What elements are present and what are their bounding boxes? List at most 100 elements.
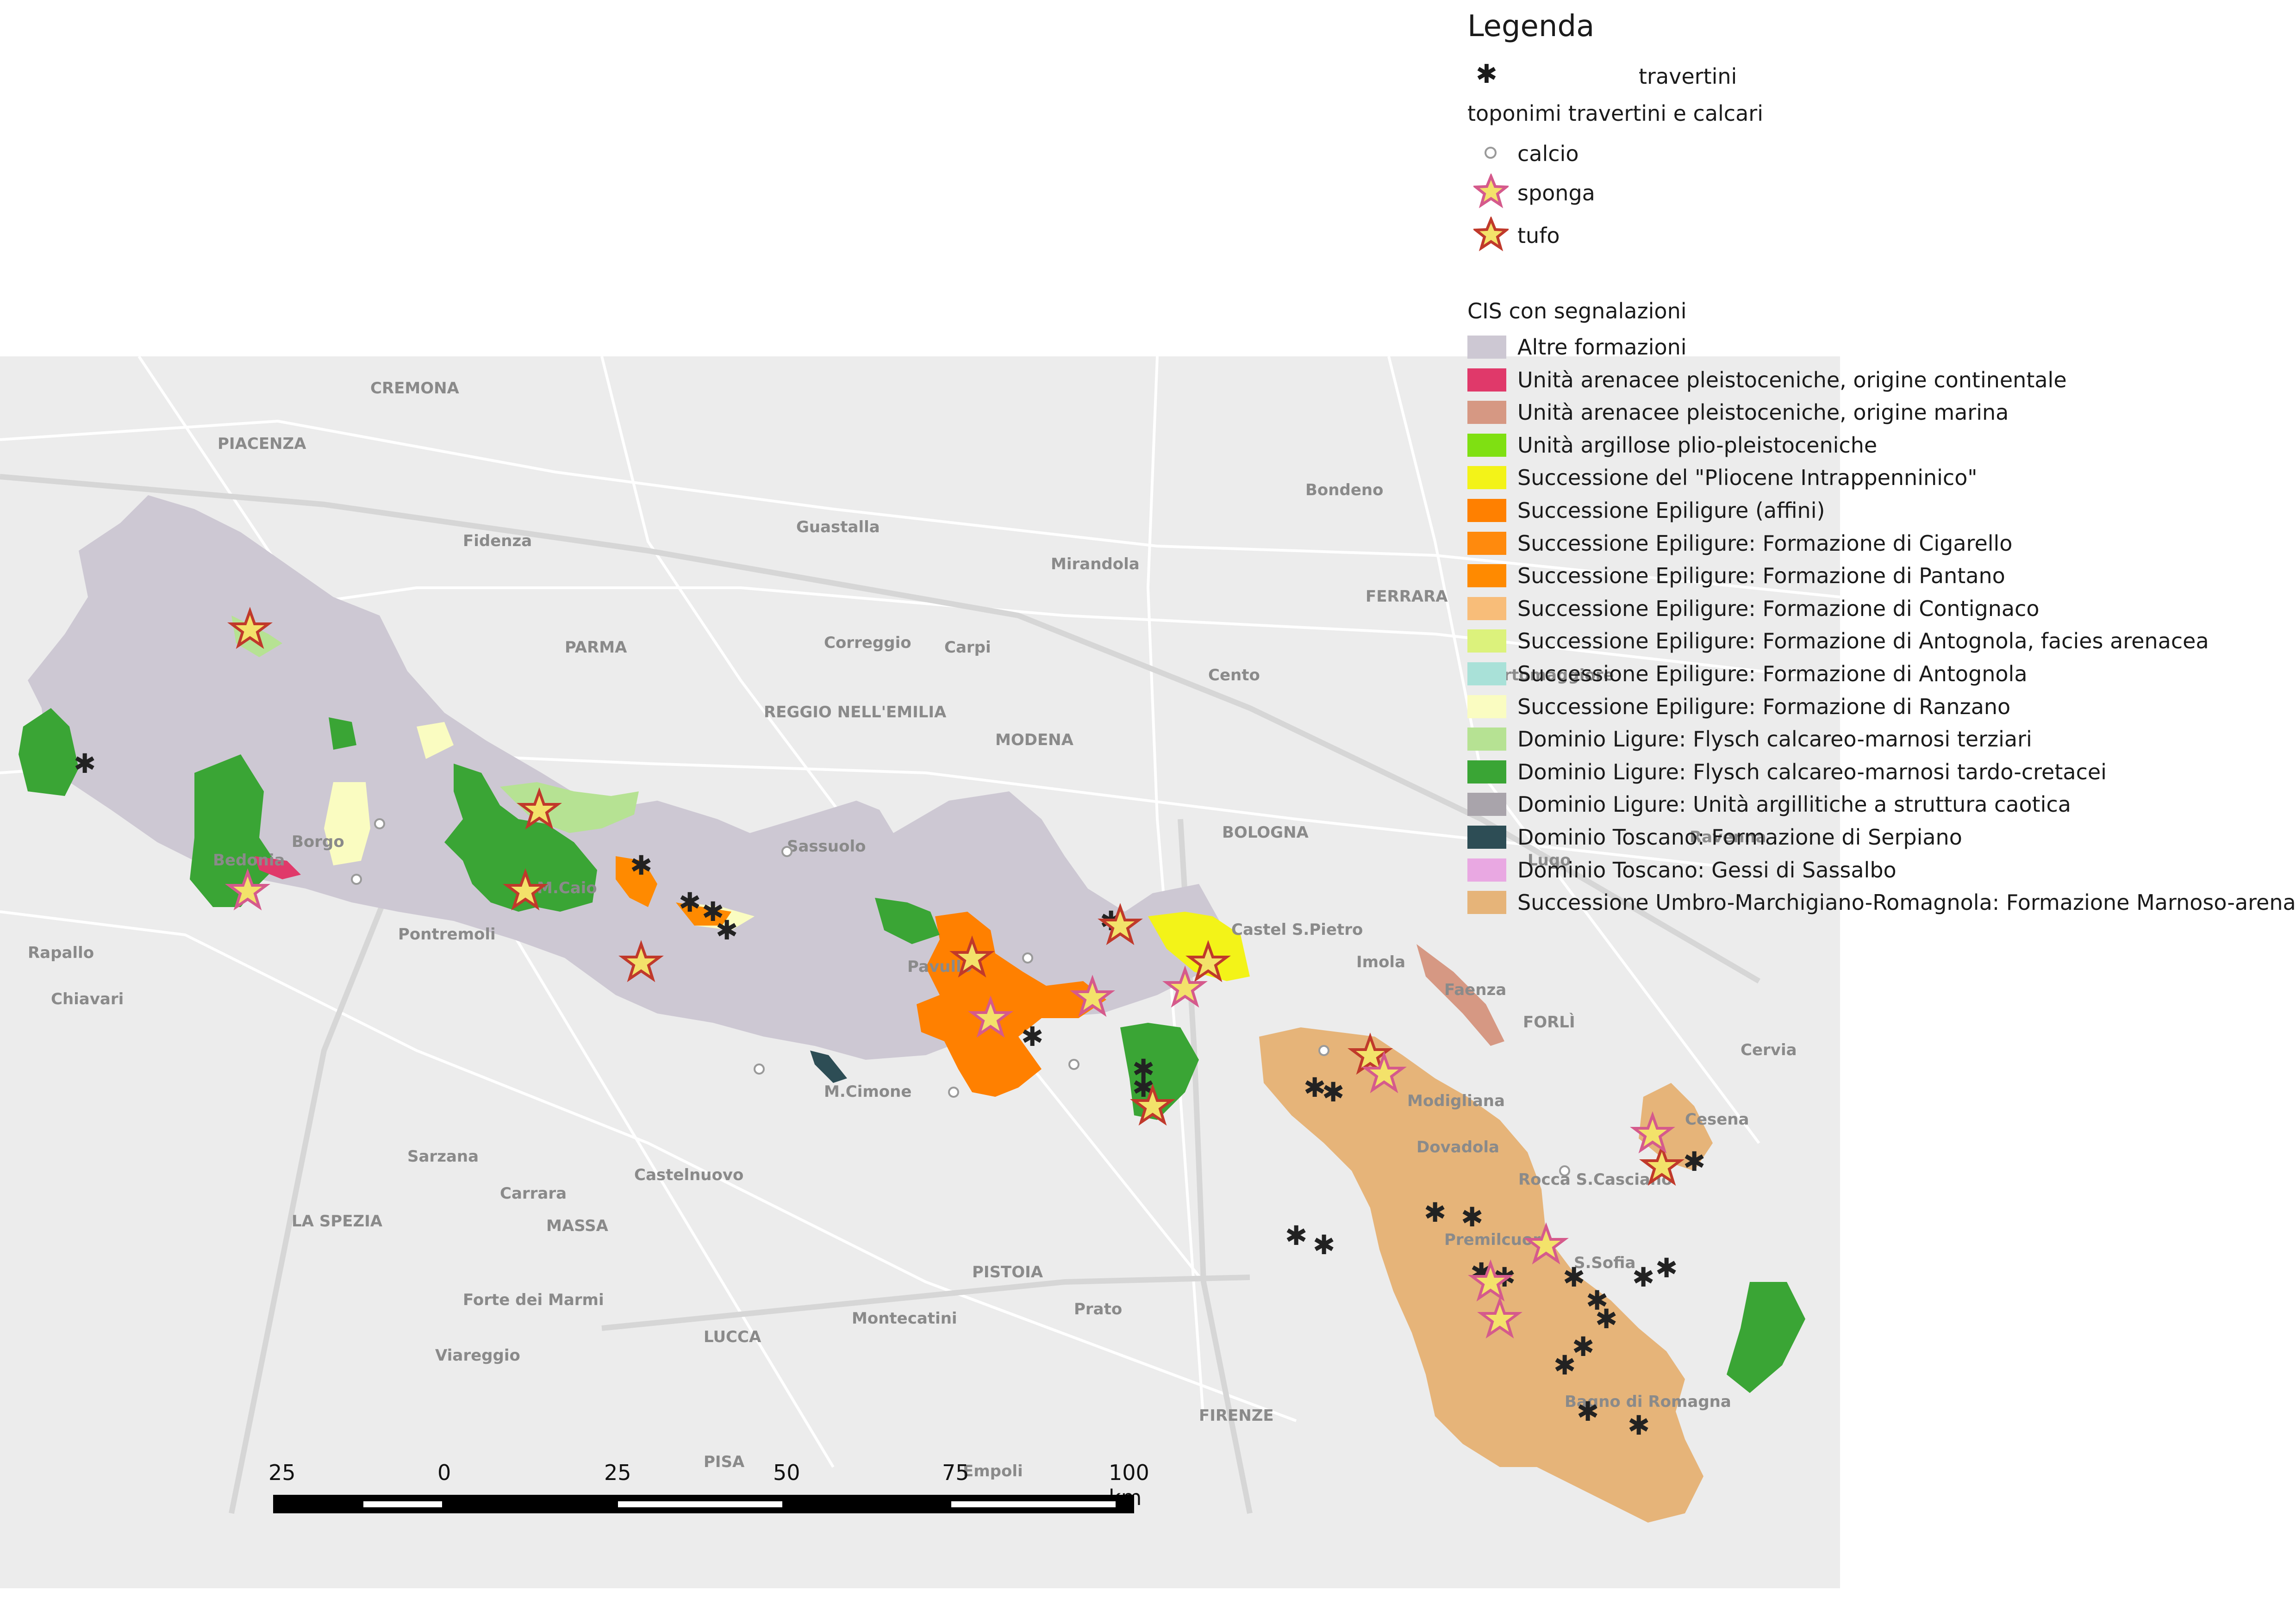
cis-heading: CIS con segnalazioni (1467, 298, 1687, 323)
map-label: M.Caio (537, 879, 597, 897)
legend-swatch (1467, 336, 1506, 359)
map-label: Sassuolo (787, 837, 866, 856)
map-label: FERRARA (1366, 587, 1448, 606)
tufo-marker (517, 787, 562, 830)
scale-label: 25 (604, 1460, 631, 1485)
tufo-label: tufo (1517, 223, 1560, 248)
legend-item-label: Dominio Ligure: Unità argillitiche a str… (1517, 792, 2071, 817)
sponga-marker (1468, 1259, 1513, 1302)
legend-item-label: Unità arenacee pleistoceniche, origine c… (1517, 367, 2067, 392)
travertino-marker: ✱ (1563, 1262, 1585, 1293)
calcio-label: calcio (1517, 141, 1579, 166)
legend-item-label: Successione Epiligure: Formazione di Ant… (1517, 661, 2028, 686)
scale-label: 75 (942, 1460, 969, 1485)
legend-swatch (1467, 597, 1506, 620)
calcio-marker (1318, 1045, 1329, 1056)
map-label: MODENA (995, 731, 1074, 749)
legend-item-label: Altre formazioni (1517, 335, 1687, 360)
map-label: Bondeno (1305, 481, 1383, 499)
legend-swatch (1467, 499, 1506, 522)
travertino-marker: ✱ (1554, 1349, 1576, 1381)
scale-bar: 25 0 25 50 75 100 km (268, 1460, 1149, 1530)
map-label: Castel S.Pietro (1231, 920, 1363, 939)
sponga-marker (1630, 1111, 1675, 1154)
map-label: Castelnuovo (634, 1166, 743, 1184)
map-label: M.Cimone (824, 1082, 911, 1101)
map-label: Borgo (292, 833, 344, 851)
calcio-marker (351, 874, 362, 885)
map-label: FIRENZE (1199, 1406, 1274, 1425)
map-label: Sarzana (407, 1147, 479, 1166)
travertino-marker: ✱ (1683, 1146, 1706, 1177)
map-label: Empoli (963, 1462, 1023, 1480)
tufo-marker (949, 935, 995, 978)
map-label: Cento (1208, 666, 1260, 684)
map-label: Fidenza (463, 532, 532, 550)
map-label: Guastalla (796, 518, 880, 536)
legend-swatch (1467, 629, 1506, 653)
legend-item-label: Dominio Toscano: Gessi di Sassalbo (1517, 858, 1897, 883)
map-label: CREMONA (370, 379, 460, 398)
sponga-marker (1477, 1296, 1522, 1339)
legend-swatch (1467, 728, 1506, 751)
travertino-marker: ✱ (1655, 1252, 1678, 1284)
map-label: PISA (704, 1453, 745, 1471)
toponimi-heading: toponimi travertini e calcari (1467, 101, 1763, 126)
red-star-icon (1473, 217, 1509, 252)
tufo-marker (503, 868, 548, 911)
travertino-marker: ✱ (74, 748, 96, 779)
legend-item-label: Successione del "Pliocene Intrappenninic… (1517, 465, 1978, 490)
calcio-marker (781, 846, 792, 857)
scale-label: 50 (773, 1460, 800, 1485)
legend-swatch (1467, 760, 1506, 784)
tufo-marker (618, 940, 664, 983)
map-label: PISTOIA (972, 1263, 1043, 1281)
travertino-marker: ✱ (1628, 1410, 1650, 1441)
map-label: S.Sofia (1574, 1254, 1635, 1272)
legend-item-label: Unità argillose plio-pleistoceniche (1517, 433, 1878, 458)
map-label: Bedonia (213, 851, 285, 870)
travertino-marker: ✱ (1586, 1285, 1609, 1316)
geological-map[interactable]: CREMONA PIACENZA Fidenza PARMA REGGIO NE… (0, 356, 1840, 1588)
legend-swatch (1467, 793, 1506, 816)
map-label: Lugo (1528, 851, 1571, 870)
legend-swatch (1467, 466, 1506, 489)
map-label: REGGIO NELL'EMILIA (764, 703, 947, 721)
tufo-marker (1098, 903, 1143, 945)
calcio-marker (1559, 1165, 1570, 1176)
tufo-markers (227, 607, 1685, 1186)
legend-item-label: Dominio Ligure: Flysch calcareo-marnosi … (1517, 759, 2107, 784)
scale-label: 25 (268, 1460, 296, 1485)
map-label: Cesena (1685, 1110, 1749, 1129)
tufo-marker (1639, 1144, 1685, 1186)
map-legend: Legenda ✱ travertini toponimi travertini… (1467, 9, 2296, 935)
legend-item-label: Successione Epiligure: Formazione di Con… (1517, 596, 2040, 621)
legend-swatch (1467, 695, 1506, 718)
calcio-marker (754, 1063, 765, 1075)
travertino-marker: ✱ (679, 887, 701, 918)
legend-swatch (1467, 564, 1506, 587)
main-highways (0, 474, 1761, 1514)
travertino-marker: ✱ (1021, 1021, 1044, 1052)
sponga-marker (1070, 975, 1115, 1017)
travertino-marker: ✱ (1322, 1076, 1345, 1108)
calcio-marker (1068, 1059, 1079, 1070)
map-label: Cervia (1741, 1041, 1797, 1059)
hollow-circle-icon (1485, 147, 1497, 159)
pink-star-icon (1473, 174, 1509, 209)
legend-swatch (1467, 434, 1506, 457)
tufo-marker (1348, 1032, 1393, 1075)
sponga-marker (1523, 1222, 1569, 1265)
travertino-marker: ✱ (1132, 1053, 1155, 1085)
travertino-marker: ✱ (1461, 1201, 1484, 1233)
legend-swatch (1467, 401, 1506, 424)
asterisk-icon: ✱ (1476, 59, 1497, 89)
legend-swatch (1467, 858, 1506, 882)
map-label: Carpi (944, 638, 991, 657)
sponga-marker (968, 995, 1013, 1038)
map-label: MASSA (546, 1217, 609, 1235)
legend-swatch (1467, 826, 1506, 849)
map-label: Dovadola (1416, 1138, 1499, 1157)
tufo-marker (1130, 1083, 1175, 1126)
map-place-labels: CREMONA PIACENZA Fidenza PARMA REGGIO NE… (28, 379, 1797, 1480)
